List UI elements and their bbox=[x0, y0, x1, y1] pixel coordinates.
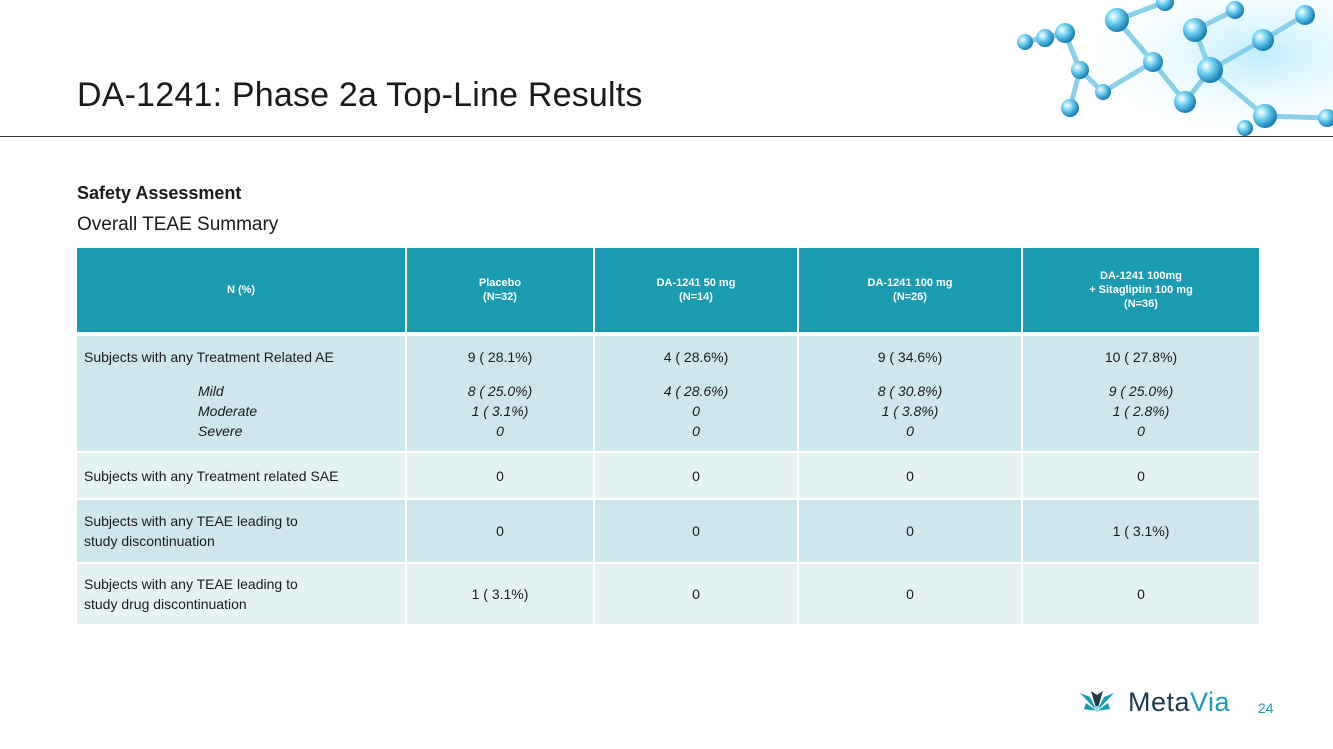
cell-value: 0 bbox=[496, 422, 504, 439]
value-cell: 0 bbox=[798, 499, 1023, 564]
teae-summary-table: N (%) Placebo (N=32) DA-1241 50 mg (N=14… bbox=[77, 248, 1259, 626]
row-label: Subjects with any TEAE leading to bbox=[84, 576, 298, 592]
row-label-cell: Subjects with any Treatment related SAE bbox=[77, 452, 407, 500]
value-cell: 1 ( 3.1%) bbox=[1022, 499, 1259, 564]
header-n: (N=14) bbox=[679, 291, 713, 303]
header-label: DA-1241 100mg bbox=[1100, 270, 1182, 282]
value-cell: 0 bbox=[1022, 452, 1259, 500]
value-cell: 0 bbox=[594, 452, 799, 500]
header-da1241-100mg: DA-1241 100 mg (N=26) bbox=[798, 248, 1023, 336]
molecule-graphic bbox=[1005, 0, 1333, 136]
header-placebo: Placebo (N=32) bbox=[406, 248, 595, 336]
header-n-percent: N (%) bbox=[77, 248, 407, 336]
header-da1241-50mg: DA-1241 50 mg (N=14) bbox=[594, 248, 799, 336]
row-label: Subjects with any TEAE leading to bbox=[84, 513, 298, 529]
row-label-cell: Subjects with any TEAE leading to study … bbox=[77, 563, 407, 626]
row-label: Subjects with any Treatment related SAE bbox=[84, 467, 339, 484]
value-cell: 0 bbox=[798, 452, 1023, 500]
logo-text-via: Via bbox=[1190, 687, 1231, 717]
row-label-cell: Subjects with any Treatment Related AE M… bbox=[77, 334, 407, 453]
cell-value: 9 ( 25.0%) bbox=[1108, 382, 1174, 399]
header-n: (N=36) bbox=[1124, 298, 1158, 310]
cell-value: 0 bbox=[692, 402, 700, 419]
row-label-line2: study drug discontinuation bbox=[84, 596, 247, 612]
value-cell: 0 bbox=[406, 499, 595, 564]
table-row: Subjects with any Treatment related SAE … bbox=[77, 452, 1259, 500]
cell-value: 1 ( 3.8%) bbox=[881, 402, 939, 419]
logo-wordmark: MetaVia bbox=[1128, 687, 1230, 718]
value-cell: 0 bbox=[594, 563, 799, 626]
header-da1241-sitagliptin: DA-1241 100mg + Sitagliptin 100 mg (N=36… bbox=[1022, 248, 1259, 336]
slide-title: DA-1241: Phase 2a Top-Line Results bbox=[77, 76, 643, 114]
logo-text-meta: Meta bbox=[1128, 687, 1191, 717]
section-subheading: Overall TEAE Summary bbox=[77, 214, 279, 235]
header-label: Placebo bbox=[478, 277, 522, 289]
value-cell: 9 ( 34.6%) 8 ( 30.8%) 1 ( 3.8%) 0 bbox=[798, 334, 1023, 453]
cell-value: 1 ( 3.1%) bbox=[471, 402, 529, 419]
value-cell: 0 bbox=[1022, 563, 1259, 626]
header-n: (N=26) bbox=[893, 291, 927, 303]
cell-value: 0 bbox=[906, 422, 914, 439]
metavia-logo-icon bbox=[1080, 690, 1114, 712]
value-cell: 10 ( 27.8%) 9 ( 25.0%) 1 ( 2.8%) 0 bbox=[1022, 334, 1259, 453]
value-cell: 0 bbox=[406, 452, 595, 500]
title-divider bbox=[0, 136, 1333, 137]
metavia-logo: MetaVia bbox=[1078, 687, 1230, 718]
sub-row-label: Mild bbox=[198, 382, 224, 399]
table-row: Subjects with any Treatment Related AE M… bbox=[77, 334, 1259, 453]
cell-value: 10 ( 27.8%) bbox=[1104, 348, 1178, 365]
cell-value: 0 bbox=[692, 422, 700, 439]
header-label: DA-1241 50 mg bbox=[656, 277, 736, 289]
value-cell: 9 ( 28.1%) 8 ( 25.0%) 1 ( 3.1%) 0 bbox=[406, 334, 595, 453]
page-number: 24 bbox=[1258, 700, 1274, 716]
section-heading: Safety Assessment bbox=[77, 183, 242, 203]
cell-value: 9 ( 28.1%) bbox=[467, 348, 533, 365]
cell-value: 8 ( 30.8%) bbox=[877, 382, 943, 399]
row-label: Subjects with any Treatment Related AE bbox=[84, 348, 334, 365]
cell-value: 4 ( 28.6%) bbox=[663, 382, 729, 399]
cell-value: 1 ( 2.8%) bbox=[1112, 402, 1170, 419]
header-n: (N=32) bbox=[483, 291, 517, 303]
header-label: DA-1241 100 mg bbox=[867, 277, 953, 289]
header-label: N (%) bbox=[226, 284, 256, 296]
table-header-row: N (%) Placebo (N=32) DA-1241 50 mg (N=14… bbox=[77, 248, 1259, 336]
value-cell: 0 bbox=[594, 499, 799, 564]
row-label-cell: Subjects with any TEAE leading to study … bbox=[77, 499, 407, 564]
row-label-line2: study discontinuation bbox=[84, 533, 215, 549]
table-row: Subjects with any TEAE leading to study … bbox=[77, 563, 1259, 626]
value-cell: 0 bbox=[798, 563, 1023, 626]
sub-row-label: Severe bbox=[198, 422, 243, 439]
value-cell: 4 ( 28.6%) 4 ( 28.6%) 0 0 bbox=[594, 334, 799, 453]
table-row: Subjects with any TEAE leading to study … bbox=[77, 499, 1259, 564]
header-label-line2: + Sitagliptin 100 mg bbox=[1089, 284, 1193, 296]
value-cell: 1 ( 3.1%) bbox=[406, 563, 595, 626]
cell-value: 9 ( 34.6%) bbox=[877, 348, 943, 365]
cell-value: 0 bbox=[1137, 422, 1145, 439]
sub-row-label: Moderate bbox=[198, 402, 258, 419]
cell-value: 8 ( 25.0%) bbox=[467, 382, 533, 399]
cell-value: 4 ( 28.6%) bbox=[663, 348, 729, 365]
